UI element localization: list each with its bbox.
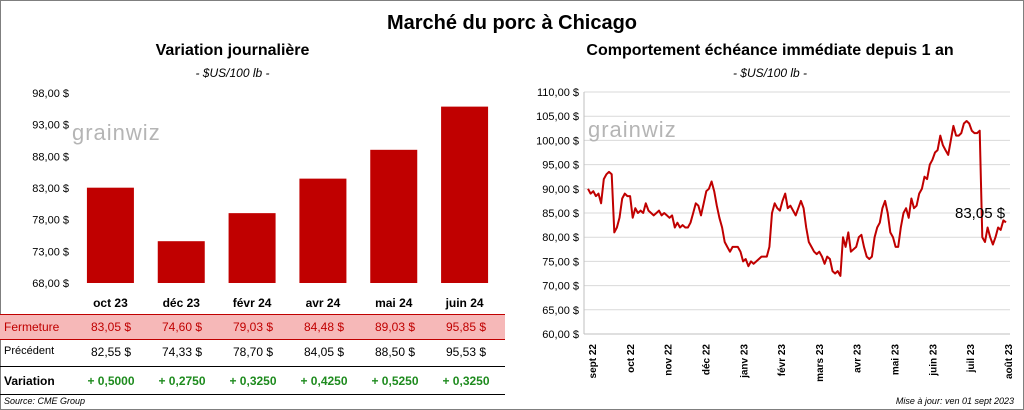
bar-y-tick-label: 93,00 $	[32, 120, 69, 132]
bar-x-tick-label: déc 23	[163, 296, 201, 310]
previous-cell: 78,70 $	[232, 345, 274, 359]
line-x-tick-label: juin 23	[928, 344, 939, 377]
left-logo: grainwiz	[72, 120, 161, 145]
previous-cell: 95,53 $	[445, 345, 487, 359]
line-x-tick-label: juil 23	[966, 344, 977, 374]
bar-y-tick-label: 68,00 $	[32, 278, 69, 290]
bar	[370, 149, 418, 283]
close-row-label: Fermeture	[4, 320, 60, 334]
right-chart-title: Comportement échéance immédiate depuis 1…	[586, 42, 954, 59]
line-y-tick-label: 75,00 $	[542, 256, 579, 268]
line-y-tick-label: 100,00 $	[536, 135, 579, 147]
left-chart-title: Variation journalière	[155, 42, 310, 59]
bar-x-tick-label: mai 24	[375, 296, 413, 310]
bar-y-tick-label: 83,00 $	[32, 183, 69, 195]
line-x-tick-label: août 23	[1004, 344, 1015, 379]
close-cell: 79,03 $	[232, 320, 274, 334]
variation-row: Variation + 0,5000 + 0,2750 + 0,3250 + 0…	[0, 366, 505, 395]
line-x-tick-label: janv 23	[739, 344, 750, 379]
close-cell: 95,85 $	[445, 320, 487, 334]
bar-x-tick-label: févr 24	[233, 296, 272, 310]
bar-y-tick-label: 98,00 $	[32, 88, 69, 100]
bar	[441, 106, 489, 283]
bar-chart: 68,00 $ 73,00 $ 78,00 $ 83,00 $ 88,00 $ 93,00…	[32, 88, 489, 310]
close-row: Fermeture 83,05 $ 74,60 $ 79,03 $ 84,48 …	[0, 314, 505, 340]
variation-cell: + 0,3250	[229, 374, 277, 388]
line-y-tick-label: 110,00 $	[537, 87, 579, 99]
line-y-tick-label: 65,00 $	[542, 305, 579, 317]
last-value-label: 83,05 $	[955, 205, 1006, 222]
bar-x-tick-label: oct 23	[93, 296, 128, 310]
previous-row-label: Précédent	[4, 345, 55, 357]
previous-row: Précédent 82,55 $ 74,33 $ 78,70 $ 84,05 …	[0, 340, 505, 364]
line-y-tick-label: 85,00 $	[542, 208, 579, 220]
line-x-tick-label: avr 23	[853, 344, 864, 373]
line-y-tick-label: 90,00 $	[542, 184, 579, 196]
line-y-tick-label: 95,00 $	[542, 160, 579, 172]
previous-cell: 74,33 $	[161, 345, 203, 359]
right-logo: grainwiz	[588, 117, 677, 142]
close-cell: 83,05 $	[90, 320, 132, 334]
line-y-tick-label: 105,00 $	[536, 111, 579, 123]
variation-cell: + 0,3250	[442, 374, 490, 388]
right-chart-unit: - $US/100 lb -	[732, 66, 808, 80]
previous-cell: 82,55 $	[90, 345, 132, 359]
bar-y-tick-label: 73,00 $	[32, 246, 69, 258]
source-note: Source: CME Group	[4, 396, 86, 406]
bar-y-tick-label: 78,00 $	[32, 215, 69, 227]
bar-x-tick-label: avr 24	[306, 296, 341, 310]
bar-y-tick-label: 88,00 $	[32, 151, 69, 163]
price-series-line	[587, 120, 1007, 277]
bar	[157, 241, 205, 283]
line-x-tick-label: déc 22	[701, 344, 712, 376]
close-cell: 89,03 $	[374, 320, 416, 334]
line-x-tick-label: nov 22	[664, 344, 675, 376]
bar	[228, 213, 276, 283]
left-chart-unit: - $US/100 lb -	[195, 66, 270, 80]
variation-cell: + 0,5250	[371, 374, 419, 388]
line-x-tick-label: sept 22	[588, 344, 599, 379]
line-y-tick-label: 60,00 $	[542, 329, 579, 341]
line-x-tick-label: mars 23	[815, 344, 826, 382]
update-note: Mise à jour: ven 01 sept 2023	[895, 396, 1014, 406]
variation-cell: + 0,5000	[87, 374, 135, 388]
main-title: Marché du porc à Chicago	[386, 12, 638, 34]
line-chart: 60,00 $ 65,00 $ 70,00 $ 75,00 $ 80,00 $ 85,00…	[536, 87, 1015, 382]
close-cell: 74,60 $	[161, 320, 203, 334]
previous-cell: 88,50 $	[374, 345, 416, 359]
variation-row-label: Variation	[4, 374, 55, 388]
variation-cell: + 0,4250	[300, 374, 348, 388]
close-cell: 84,48 $	[303, 320, 345, 334]
line-y-tick-label: 80,00 $	[542, 232, 579, 244]
line-x-tick-label: févr 23	[777, 344, 788, 377]
line-x-tick-label: oct 22	[626, 344, 637, 373]
variation-cell: + 0,2750	[158, 374, 206, 388]
bar	[299, 178, 347, 283]
line-x-tick-label: mai 23	[891, 344, 902, 376]
previous-cell: 84,05 $	[303, 345, 345, 359]
bar	[86, 187, 134, 283]
line-y-tick-label: 70,00 $	[542, 281, 579, 293]
bar-x-tick-label: juin 24	[445, 296, 484, 310]
